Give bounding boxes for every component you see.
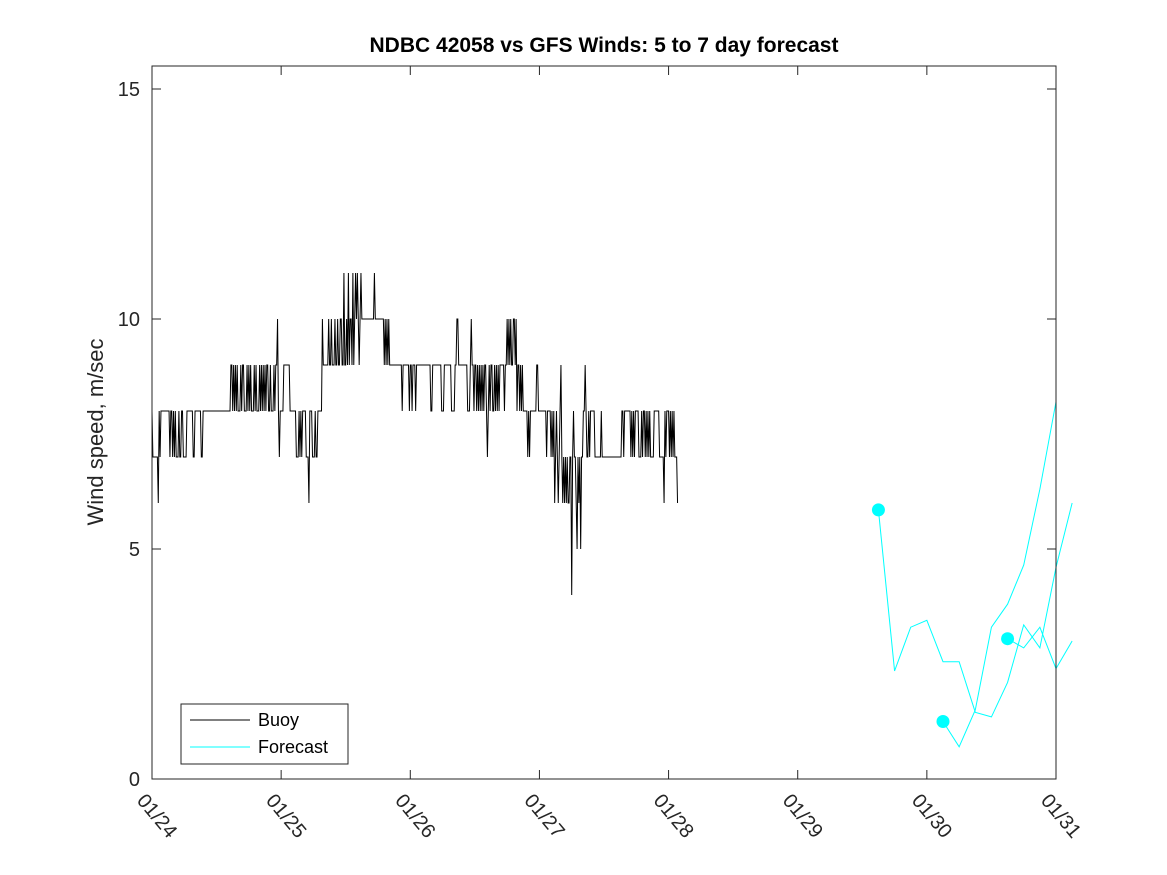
legend: Buoy Forecast <box>180 703 349 765</box>
series-line-buoy <box>151 272 679 596</box>
y-tick-label: 15 <box>118 79 140 101</box>
legend-label-buoy: Buoy <box>258 710 299 730</box>
y-tick-labels: 0 5 10 15 <box>118 79 140 791</box>
legend-box <box>180 703 349 765</box>
forecast-start-marker <box>871 503 885 517</box>
y-axis-label: Wind speed, m/sec <box>83 338 108 525</box>
y-tick-label: 0 <box>129 769 140 791</box>
series-line-forecast-2 <box>942 401 1057 748</box>
y-tick-label: 10 <box>118 309 140 331</box>
series-line-forecast-1 <box>877 502 1073 718</box>
y-tick-label: 5 <box>129 539 140 561</box>
series-line-forecast-3 <box>1007 626 1073 670</box>
chart-title: NDBC 42058 vs GFS Winds: 5 to 7 day fore… <box>370 34 839 57</box>
plot-area <box>151 272 1073 748</box>
forecast-start-marker <box>936 715 950 728</box>
axes-box <box>151 65 1057 780</box>
legend-label-forecast: Forecast <box>258 737 328 757</box>
forecast-start-marker <box>1001 632 1015 646</box>
